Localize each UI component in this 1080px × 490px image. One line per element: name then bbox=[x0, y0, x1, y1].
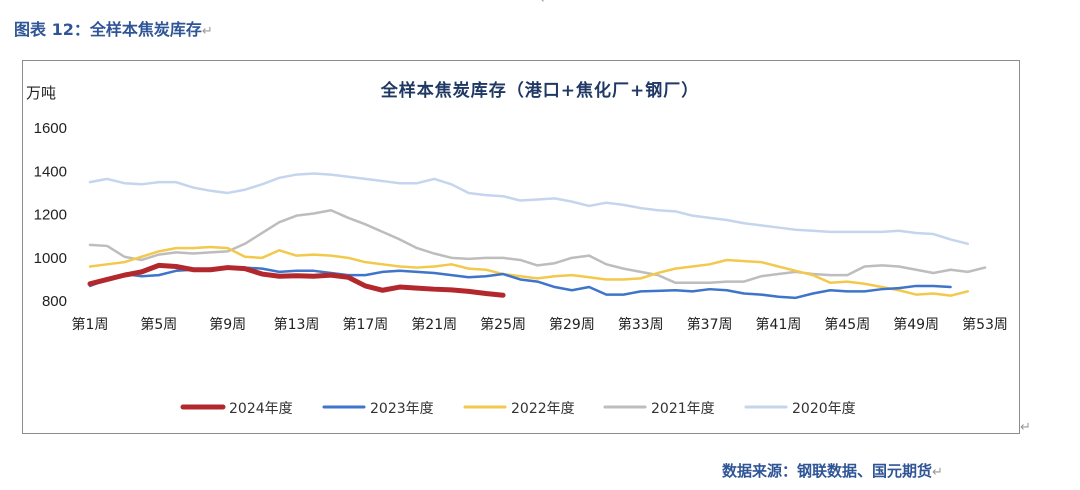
source-note: 数据来源：钢联数据、国元期货↵ bbox=[722, 462, 943, 480]
x-tick-label: 第41周 bbox=[756, 316, 802, 333]
x-tick-label: 第1周 bbox=[72, 316, 109, 333]
legend-label: 2024年度 bbox=[229, 401, 293, 417]
x-tick-label: 第25周 bbox=[480, 316, 526, 333]
series-line-2023年度 bbox=[88, 266, 952, 300]
series-line-2022年度 bbox=[88, 245, 970, 297]
y-tick-label: 1600 bbox=[34, 120, 67, 137]
x-tick-label: 第45周 bbox=[824, 316, 870, 333]
x-tick-label: 第37周 bbox=[687, 316, 733, 333]
y-tick-label: 1200 bbox=[34, 207, 67, 224]
legend-label: 2022年度 bbox=[511, 401, 575, 417]
return-mark: ↵ bbox=[201, 24, 213, 39]
return-mark-source: ↵ bbox=[932, 465, 943, 480]
x-tick-label: 第5周 bbox=[140, 316, 177, 333]
chart-title: 全样本焦炭库存（港口+焦化厂+钢厂） bbox=[380, 81, 700, 101]
y-axis-unit-label: 万吨 bbox=[26, 84, 57, 102]
figure-caption: 图表 12：全样本焦炭库存↵ bbox=[14, 20, 213, 39]
y-tick-label: 800 bbox=[42, 293, 67, 310]
x-tick-label: 第49周 bbox=[893, 316, 939, 333]
return-mark-top: ↵ bbox=[540, 0, 551, 7]
return-mark-frame: ↵ bbox=[1020, 420, 1031, 435]
series-line-2024年度 bbox=[87, 262, 506, 298]
legend-label: 2021年度 bbox=[651, 401, 715, 417]
series-line-2020年度 bbox=[88, 172, 970, 246]
x-tick-label: 第9周 bbox=[209, 316, 246, 333]
x-tick-label: 第17周 bbox=[342, 316, 388, 333]
legend-label: 2020年度 bbox=[792, 401, 856, 417]
x-tick-label: 第29周 bbox=[549, 316, 595, 333]
chart-frame bbox=[22, 60, 1020, 434]
series-line-2021年度 bbox=[88, 209, 987, 284]
legend-label: 2023年度 bbox=[370, 401, 434, 417]
x-tick-label: 第33周 bbox=[618, 316, 664, 333]
y-tick-label: 1000 bbox=[34, 250, 67, 267]
x-tick-label: 第21周 bbox=[411, 316, 457, 333]
y-tick-label: 1400 bbox=[34, 163, 67, 180]
x-tick-label: 第53周 bbox=[962, 316, 1008, 333]
x-tick-label: 第13周 bbox=[274, 316, 320, 333]
